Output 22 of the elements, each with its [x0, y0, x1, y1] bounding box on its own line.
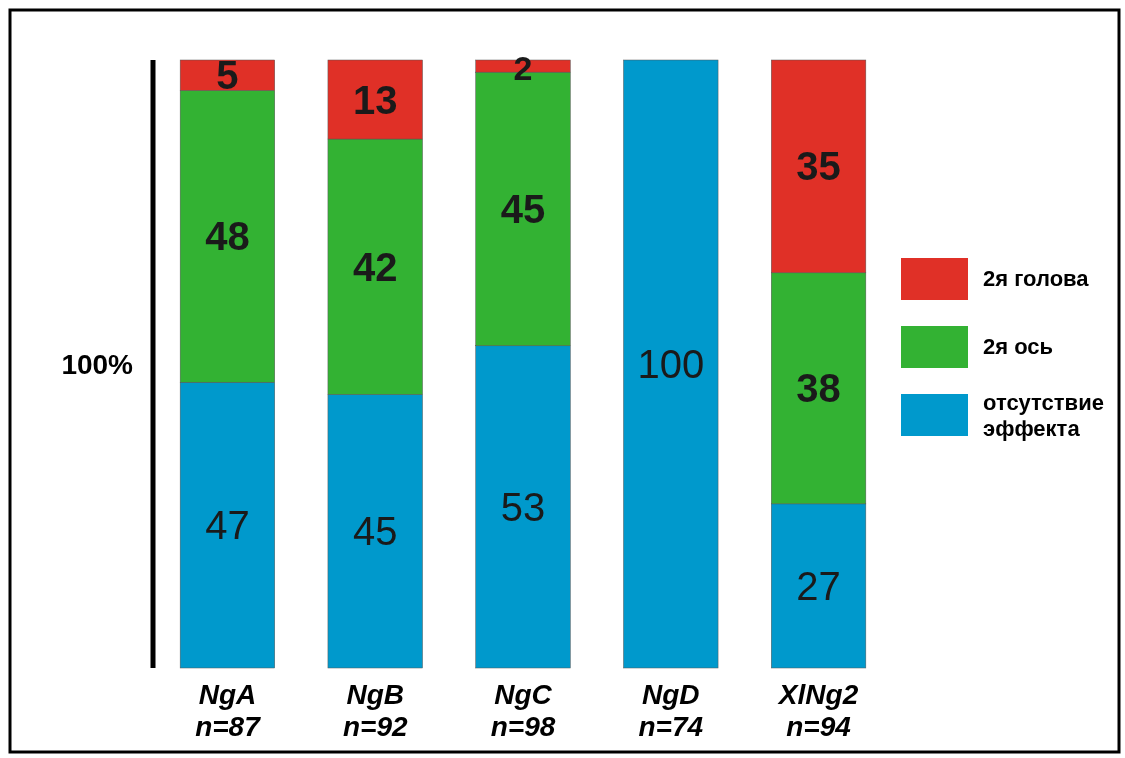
data-label: 45 [500, 186, 546, 231]
x-tick-label: XlNg2 n=94 [776, 679, 859, 742]
data-label: 13 [352, 77, 398, 122]
data-label: 35 [796, 144, 841, 189]
data-label: 45 [352, 509, 398, 554]
legend-label: 2я ось [983, 334, 1054, 359]
legend-label: отсутствие эффекта [983, 390, 1104, 441]
x-tick-label: NgD n=74 [638, 679, 704, 742]
data-label: 100 [637, 342, 705, 386]
data-label: 47 [205, 503, 250, 548]
data-label: 38 [796, 366, 841, 411]
bar [623, 59, 719, 669]
data-label: 42 [352, 244, 398, 289]
data-label: 5 [216, 53, 239, 98]
legend-label: 2я голова [983, 266, 1090, 291]
data-label: 53 [500, 484, 546, 529]
data-label: 48 [205, 214, 250, 259]
x-tick-label: NgB n=92 [342, 679, 408, 742]
data-label: 27 [796, 563, 841, 608]
x-tick-label: NgC n=98 [490, 679, 556, 742]
x-tick-label: NgA n=87 [195, 679, 262, 742]
y-axis-title: 100% [61, 349, 134, 380]
